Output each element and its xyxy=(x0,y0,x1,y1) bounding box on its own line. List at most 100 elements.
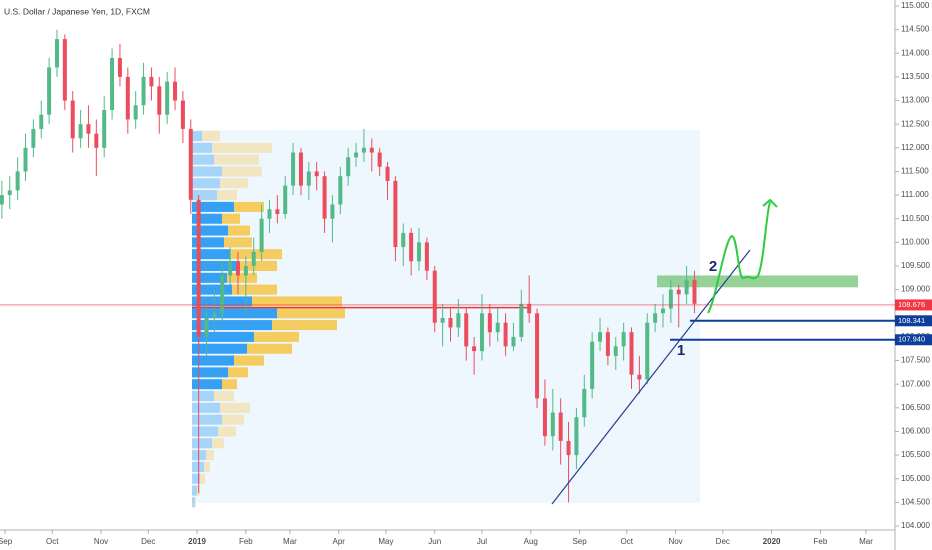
x-tick-label: Oct xyxy=(621,537,634,546)
candle-body xyxy=(23,147,28,172)
x-tick-label: 2019 xyxy=(188,537,206,546)
candle-body xyxy=(39,114,44,129)
profile-down xyxy=(206,450,214,461)
profile-up xyxy=(192,390,214,402)
candle-body xyxy=(479,313,484,352)
trend-line xyxy=(551,249,751,505)
price-label-box xyxy=(895,299,932,311)
candle-body xyxy=(582,388,587,418)
y-tick-label: 107.000 xyxy=(901,379,930,388)
profile-down xyxy=(222,166,262,177)
profile-down xyxy=(224,237,252,248)
profile-down xyxy=(220,178,248,189)
candle-body xyxy=(346,157,351,177)
profile-up xyxy=(192,426,218,437)
profile-down xyxy=(222,213,240,224)
y-tick-label: 111.000 xyxy=(901,190,929,199)
profile-up xyxy=(192,402,220,413)
candle-body xyxy=(503,322,508,347)
y-tick-label: 110.000 xyxy=(901,237,930,246)
candle-body xyxy=(542,398,547,437)
candle-body xyxy=(62,39,67,101)
candle-body xyxy=(519,303,524,337)
profile-up xyxy=(192,178,220,189)
profile-down xyxy=(230,249,282,260)
x-tick-label: Mar xyxy=(283,537,297,546)
profile-down xyxy=(277,308,345,319)
profile-down xyxy=(200,473,205,484)
y-tick-label: 107.500 xyxy=(901,356,930,365)
profile-down xyxy=(222,379,237,390)
candle-body xyxy=(47,67,52,115)
candle-body xyxy=(621,332,626,347)
candle-body xyxy=(141,76,146,106)
profile-down xyxy=(202,130,220,142)
profile-up xyxy=(192,213,222,224)
candle-body xyxy=(574,417,579,456)
y-tick-label: 111.500 xyxy=(901,167,929,176)
candle-body xyxy=(354,152,359,158)
y-tick-label: 109.000 xyxy=(901,285,930,294)
candle-body xyxy=(417,242,422,262)
candle-body xyxy=(409,232,414,262)
x-tick-label: Aug xyxy=(524,537,538,546)
x-tick-label: Apr xyxy=(333,537,346,546)
candle-body xyxy=(196,199,201,337)
profile-up xyxy=(192,355,234,366)
profile-up xyxy=(192,284,232,295)
candle-body xyxy=(220,275,225,314)
profile-up xyxy=(192,249,230,260)
candle-body xyxy=(283,185,288,214)
candle-body xyxy=(173,81,178,101)
candle-body xyxy=(668,289,673,309)
candle-body xyxy=(125,76,130,120)
profile-up xyxy=(192,320,272,331)
candle-body xyxy=(535,313,540,399)
candle-body xyxy=(180,100,185,129)
x-tick-label: Sep xyxy=(0,537,13,546)
candle-body xyxy=(275,209,280,214)
y-tick-label: 105.000 xyxy=(901,474,930,483)
candle-body xyxy=(401,232,406,248)
y-tick-label: 106.500 xyxy=(901,403,930,412)
profile-down xyxy=(214,390,234,402)
chart-title: U.S. Dollar / Japanese Yen, 1D, FXCM xyxy=(4,6,150,16)
candle-body xyxy=(291,152,296,186)
candle-body xyxy=(361,147,366,153)
profile-down xyxy=(195,497,196,508)
profile-up xyxy=(192,331,254,342)
label-1: 1 xyxy=(677,342,685,359)
profile-up xyxy=(192,237,224,248)
x-tick-label: Feb xyxy=(239,537,253,546)
y-tick-label: 112.500 xyxy=(901,119,930,128)
profile-down xyxy=(247,343,292,354)
candle-body xyxy=(653,313,658,323)
candle-body xyxy=(15,171,20,191)
candle-body xyxy=(472,346,477,352)
profile-up xyxy=(192,473,200,484)
profile-down xyxy=(237,260,277,272)
profile-down xyxy=(272,320,337,331)
x-tick-label: Jul xyxy=(477,537,487,546)
price-label-box xyxy=(895,315,932,327)
profile-down xyxy=(228,225,250,236)
y-tick-label: 113.000 xyxy=(901,96,930,105)
y-tick-label: 110.500 xyxy=(901,214,930,223)
candle-body xyxy=(267,209,272,219)
y-tick-label: 112.000 xyxy=(901,143,930,152)
candle-body xyxy=(306,171,311,186)
y-tick-label: 115.000 xyxy=(901,1,930,10)
profile-down xyxy=(204,461,210,472)
profile-up xyxy=(192,272,227,283)
profile-up xyxy=(192,461,204,472)
profile-down xyxy=(212,142,272,153)
candle-body xyxy=(605,332,610,356)
candle-body xyxy=(598,332,603,342)
candle-body xyxy=(7,190,12,196)
price-label-box xyxy=(895,334,932,346)
candle-body xyxy=(448,318,453,328)
candle-body xyxy=(149,76,154,87)
candle-body xyxy=(424,242,429,271)
profile-down xyxy=(227,272,257,283)
candle-body xyxy=(86,124,91,134)
